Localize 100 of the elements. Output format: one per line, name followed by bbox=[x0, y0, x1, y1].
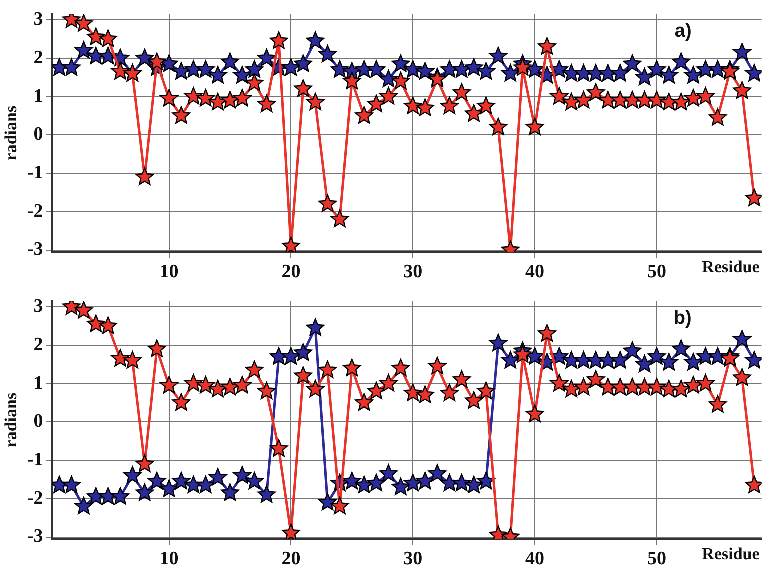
point bbox=[562, 93, 581, 110]
point bbox=[111, 349, 130, 367]
point bbox=[696, 87, 715, 105]
point bbox=[172, 62, 191, 80]
x-tick-label: 10 bbox=[160, 262, 179, 283]
point bbox=[489, 118, 508, 136]
point bbox=[514, 58, 532, 76]
point bbox=[355, 476, 374, 494]
point bbox=[258, 48, 276, 66]
x-axis-title: Residue bbox=[702, 258, 760, 277]
point bbox=[74, 14, 94, 32]
point bbox=[172, 106, 191, 124]
x-tick-label: 40 bbox=[526, 262, 545, 283]
point bbox=[464, 104, 484, 122]
point bbox=[318, 360, 337, 378]
x-tick-label: 30 bbox=[404, 548, 423, 570]
point bbox=[160, 376, 178, 394]
point bbox=[318, 194, 337, 212]
point bbox=[416, 386, 434, 404]
point bbox=[464, 392, 484, 410]
y-tick-label: -3 bbox=[27, 526, 44, 548]
point bbox=[708, 395, 728, 413]
point bbox=[660, 66, 678, 84]
point bbox=[380, 464, 398, 482]
point bbox=[477, 472, 496, 490]
x-axis-title: Residue bbox=[702, 544, 760, 564]
point bbox=[733, 43, 752, 61]
point bbox=[611, 351, 630, 369]
point bbox=[526, 118, 544, 136]
point bbox=[136, 454, 154, 472]
point bbox=[62, 58, 81, 76]
y-tick-label: -1 bbox=[27, 162, 44, 184]
point bbox=[574, 378, 593, 396]
point bbox=[160, 480, 178, 498]
point bbox=[318, 493, 337, 511]
point bbox=[99, 316, 118, 334]
point bbox=[550, 60, 569, 78]
y-tick-label: -2 bbox=[27, 200, 44, 222]
y-tick-label: 0 bbox=[34, 124, 44, 146]
point bbox=[684, 66, 703, 84]
point bbox=[489, 334, 508, 352]
point bbox=[221, 484, 240, 502]
y-tick-label: 1 bbox=[34, 86, 44, 107]
point bbox=[636, 355, 654, 373]
point bbox=[440, 96, 459, 114]
point bbox=[367, 94, 386, 112]
x-tick-label: 20 bbox=[282, 262, 301, 283]
point bbox=[111, 487, 130, 505]
point bbox=[416, 62, 434, 80]
point bbox=[416, 98, 434, 116]
point bbox=[282, 58, 300, 76]
point bbox=[148, 52, 166, 70]
point bbox=[367, 60, 386, 78]
point bbox=[355, 393, 374, 411]
point bbox=[636, 91, 654, 109]
point bbox=[208, 66, 228, 84]
point bbox=[355, 106, 374, 124]
x-tick-label: 30 bbox=[404, 262, 423, 283]
point bbox=[599, 91, 618, 109]
x-tick-label: 50 bbox=[647, 548, 666, 570]
point bbox=[245, 472, 264, 490]
point bbox=[404, 474, 422, 492]
point bbox=[416, 472, 434, 490]
point bbox=[586, 370, 606, 388]
point bbox=[586, 83, 606, 101]
point bbox=[294, 54, 313, 72]
point bbox=[270, 439, 288, 457]
point bbox=[562, 380, 581, 398]
point bbox=[452, 474, 472, 492]
point bbox=[282, 347, 300, 365]
point bbox=[330, 60, 350, 78]
point bbox=[574, 64, 593, 82]
point bbox=[672, 93, 690, 110]
point bbox=[733, 368, 752, 386]
point bbox=[62, 476, 81, 494]
point bbox=[696, 374, 715, 392]
y-tick-label: 0 bbox=[34, 411, 44, 432]
point bbox=[160, 54, 178, 72]
point bbox=[404, 384, 422, 402]
point bbox=[86, 28, 106, 46]
point bbox=[452, 60, 472, 78]
point bbox=[489, 46, 508, 64]
point bbox=[684, 89, 703, 107]
point bbox=[342, 358, 362, 376]
y-tick-label: -3 bbox=[27, 239, 44, 260]
y-axis-title: radians bbox=[2, 106, 21, 161]
point bbox=[221, 91, 240, 109]
point bbox=[623, 54, 642, 72]
point bbox=[392, 478, 410, 496]
y-tick-label: 3 bbox=[34, 9, 44, 30]
point bbox=[367, 382, 386, 400]
point bbox=[464, 58, 484, 76]
point bbox=[221, 378, 240, 396]
point bbox=[221, 52, 240, 70]
point bbox=[477, 96, 496, 114]
point bbox=[294, 366, 313, 384]
point bbox=[733, 330, 752, 348]
y-tick-label: 2 bbox=[34, 47, 44, 68]
point bbox=[380, 70, 398, 88]
point bbox=[464, 476, 484, 494]
